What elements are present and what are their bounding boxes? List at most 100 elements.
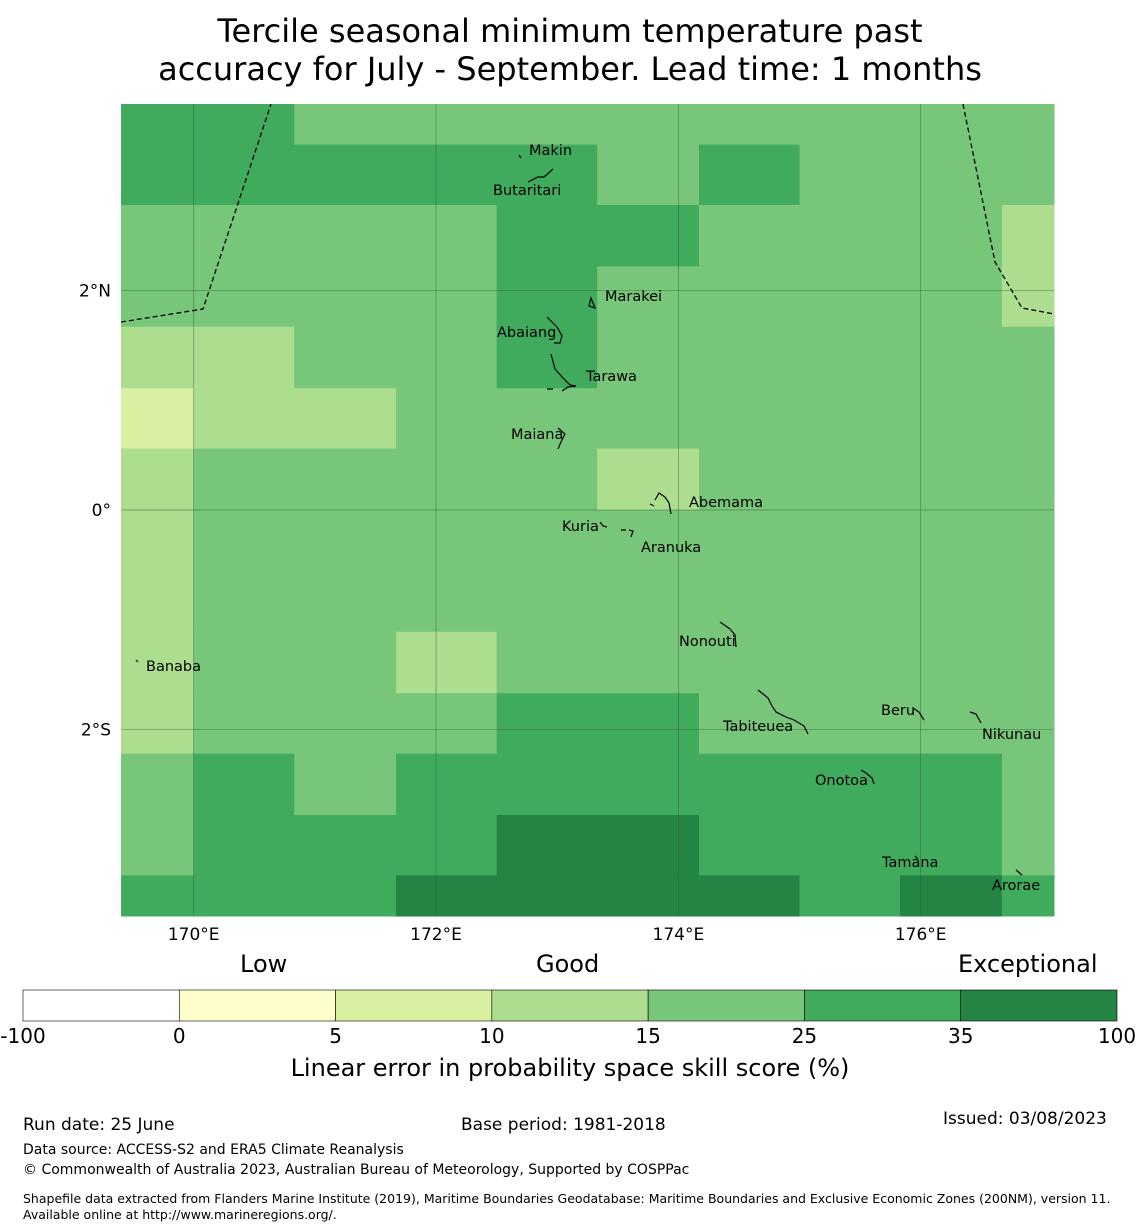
colorbar-tick-label: -100 bbox=[0, 1024, 45, 1048]
skill-cell bbox=[799, 326, 901, 389]
skill-cell bbox=[496, 104, 598, 146]
skill-cell bbox=[900, 693, 1003, 755]
colorbar-category-exceptional: Exceptional bbox=[958, 950, 1098, 978]
skill-cell bbox=[193, 204, 295, 267]
island-labels: Makin Butaritari Marakei Abaiang Tarawa Maian… bbox=[146, 143, 1041, 894]
skill-cell bbox=[698, 815, 801, 876]
skill-cell bbox=[496, 266, 598, 328]
skill-cell bbox=[698, 144, 801, 206]
skill-cell bbox=[496, 510, 598, 572]
island-label: Beru bbox=[881, 703, 915, 719]
island-makin bbox=[518, 154, 522, 159]
skill-cell bbox=[121, 753, 195, 816]
skill-cell bbox=[294, 204, 397, 267]
island-kuria bbox=[599, 521, 608, 528]
skill-cell bbox=[294, 144, 397, 206]
skill-cell bbox=[396, 388, 498, 450]
colorbar-segment bbox=[647, 989, 805, 1022]
skill-cell bbox=[799, 266, 901, 328]
skill-cell bbox=[698, 631, 801, 694]
skill-cell bbox=[396, 448, 498, 511]
map-title-line-1: Tercile seasonal minimum temperature pas… bbox=[217, 12, 923, 50]
island-marakei bbox=[588, 296, 597, 309]
island-label: Banaba bbox=[146, 659, 201, 675]
skill-cell bbox=[1001, 204, 1055, 267]
island-outlines bbox=[135, 154, 1023, 876]
skill-cell bbox=[121, 631, 195, 694]
colorbar-segment bbox=[491, 989, 649, 1022]
colorbar-category-good: Good bbox=[536, 950, 600, 978]
island-label: Maiana bbox=[511, 427, 563, 443]
colorbar-tick-label: 35 bbox=[948, 1024, 973, 1048]
map-title-line-2: accuracy for July - September. Lead time… bbox=[158, 50, 982, 88]
skill-cell bbox=[1001, 326, 1055, 389]
island-abaiang bbox=[546, 316, 563, 344]
skill-cell bbox=[496, 326, 598, 389]
lat-tick-label: 2°S bbox=[81, 720, 111, 740]
skill-cell bbox=[294, 388, 397, 450]
skill-cell bbox=[294, 266, 397, 328]
skill-cell bbox=[1001, 510, 1055, 572]
lon-tick-label: 172°E bbox=[410, 925, 462, 945]
skill-cell bbox=[1001, 753, 1055, 816]
skill-cell bbox=[121, 875, 195, 917]
skill-cell bbox=[193, 571, 295, 633]
skill-cell bbox=[799, 875, 901, 917]
skill-cell bbox=[900, 753, 1003, 816]
island-tarawa bbox=[547, 353, 577, 392]
issued-date: Issued: 03/08/2023 bbox=[943, 1109, 1107, 1129]
colorbar-category-low: Low bbox=[240, 950, 288, 978]
colorbar-tick-label: 25 bbox=[792, 1024, 817, 1048]
colorbar-segment bbox=[960, 989, 1118, 1022]
skill-cell bbox=[193, 326, 295, 389]
skill-cell bbox=[193, 144, 295, 206]
skill-cell bbox=[698, 875, 801, 917]
colorbar-segment bbox=[804, 989, 962, 1022]
skill-cell bbox=[698, 510, 801, 572]
island-tamana bbox=[914, 855, 919, 860]
skill-map: Makin Butaritari Marakei Abaiang Tarawa Maian… bbox=[79, 103, 1055, 945]
island-tabiteuea bbox=[757, 689, 809, 735]
skill-cell bbox=[121, 510, 195, 572]
skill-cell bbox=[396, 510, 498, 572]
skill-cell bbox=[900, 388, 1003, 450]
skill-cell bbox=[597, 815, 700, 876]
skill-cell bbox=[597, 631, 700, 694]
skill-cell bbox=[193, 448, 295, 511]
island-label: Abaiang bbox=[497, 325, 556, 341]
skill-cell bbox=[597, 510, 700, 572]
skill-cell bbox=[294, 753, 397, 816]
skill-cell bbox=[597, 753, 700, 816]
island-nikunau bbox=[969, 711, 982, 724]
skill-cell bbox=[193, 266, 295, 328]
skill-cell bbox=[396, 104, 498, 146]
skill-cell bbox=[193, 875, 295, 917]
skill-cell bbox=[193, 388, 295, 450]
skill-cell bbox=[193, 693, 295, 755]
skill-cell bbox=[799, 815, 901, 876]
skill-cell bbox=[799, 693, 901, 755]
skill-cell bbox=[1001, 104, 1055, 146]
skill-cell bbox=[121, 815, 195, 876]
skill-cell bbox=[799, 104, 901, 146]
skill-cell bbox=[396, 266, 498, 328]
skill-cell bbox=[396, 571, 498, 633]
skill-cell bbox=[698, 388, 801, 450]
island-nonouti bbox=[719, 621, 737, 648]
skill-cell bbox=[496, 815, 598, 876]
skill-cell bbox=[121, 144, 195, 206]
colorbar-segments bbox=[22, 989, 1118, 1022]
skill-cell bbox=[496, 448, 598, 511]
skill-cell bbox=[698, 204, 801, 267]
lat-lon-gridlines bbox=[121, 104, 1054, 916]
skill-cell bbox=[900, 204, 1003, 267]
skill-cell bbox=[193, 753, 295, 816]
skill-cell bbox=[1001, 693, 1055, 755]
island-label: Aranuka bbox=[641, 540, 701, 556]
colorbar-axis-label: Linear error in probability space skill … bbox=[290, 1054, 850, 1082]
skill-cell bbox=[900, 571, 1003, 633]
skill-cell bbox=[496, 631, 598, 694]
skill-cell bbox=[121, 104, 195, 146]
skill-cell bbox=[1001, 144, 1055, 206]
island-label: Butaritari bbox=[493, 183, 561, 199]
